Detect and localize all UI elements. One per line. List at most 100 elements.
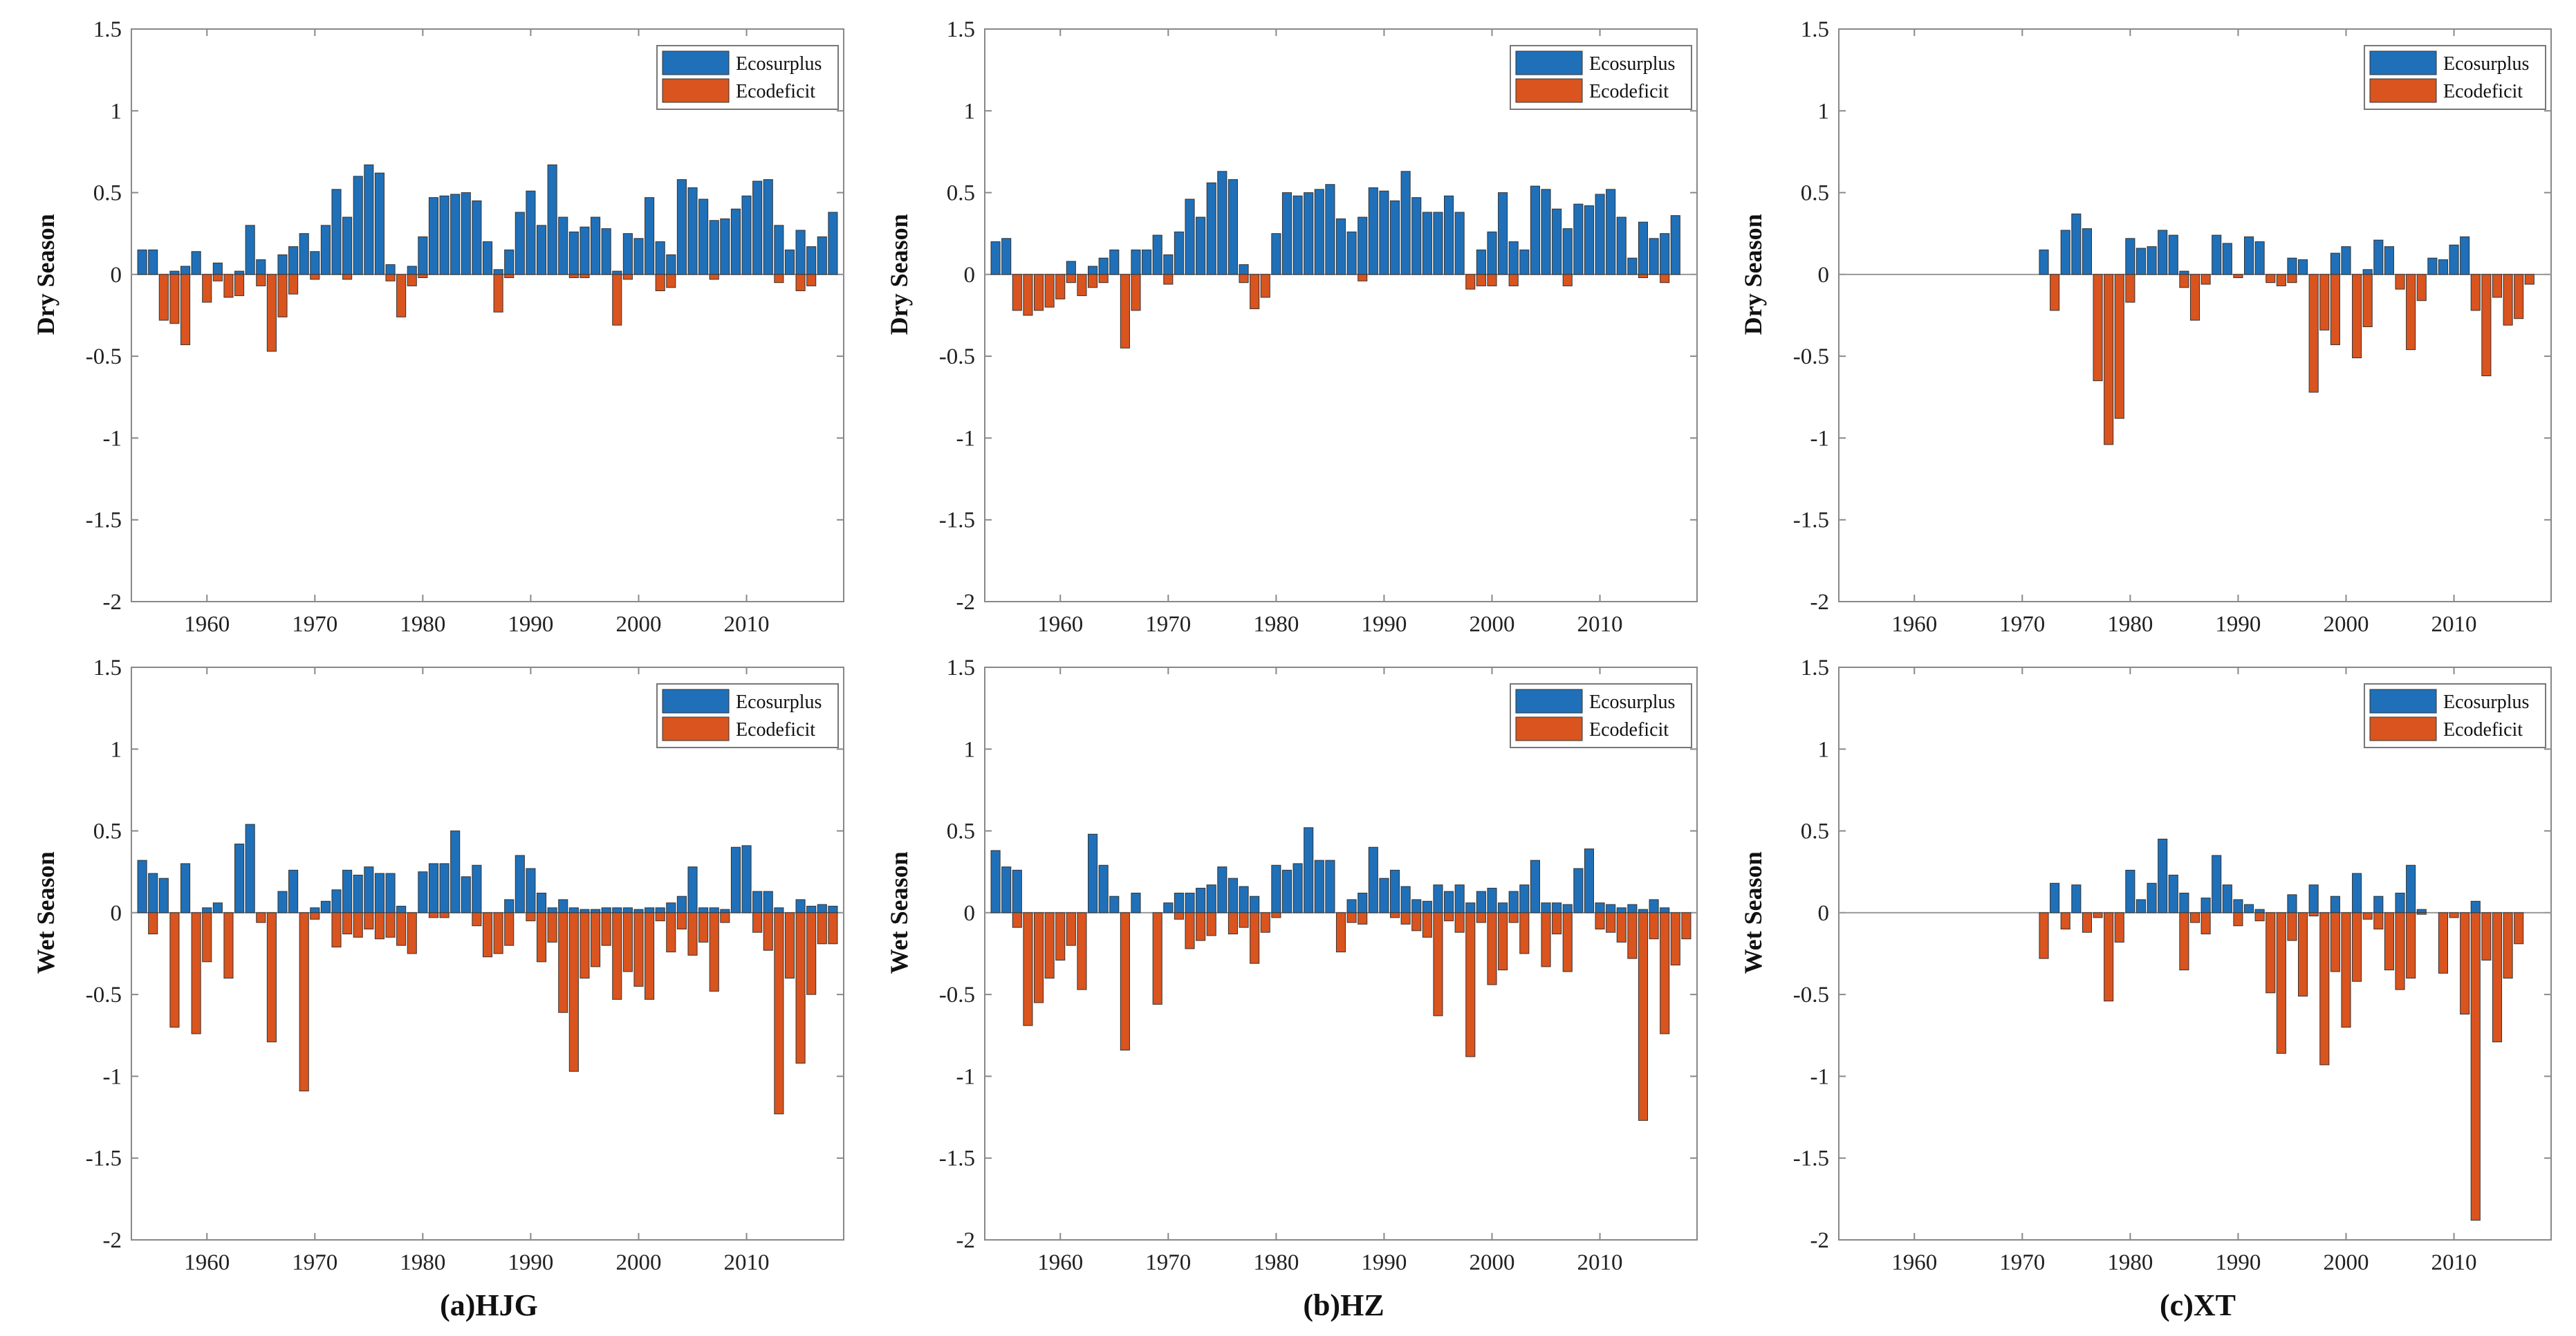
bar-surplus-hz-dry-1987: [1346, 231, 1357, 275]
bar-deficit-hjg-wet-1981: [428, 912, 439, 918]
bar-deficit-hz-dry-1957: [1023, 274, 1033, 316]
bar-deficit-hz-wet-1958: [1033, 912, 1044, 1003]
bar-deficit-hjg-dry-1957: [169, 274, 180, 324]
bar-surplus-hjg-wet-1993: [558, 899, 568, 913]
bar-deficit-xt-wet-1995: [2287, 912, 2297, 941]
y-tick-label-xt-dry-0: 1.5: [1801, 17, 1829, 42]
y-tick-label-hz-dry-2: 0.5: [947, 181, 975, 206]
bar-deficit-xt-dry-2002: [2362, 274, 2373, 328]
x-tick-label-hz-wet-0: 1960: [1037, 1250, 1083, 1275]
bar-surplus-hz-wet-1998: [1465, 902, 1476, 913]
legend-xt-wet: Ecosurplus Ecodeficit: [2364, 683, 2546, 748]
bar-deficit-hjg-dry-1980: [418, 274, 428, 279]
bar-deficit-hz-dry-1958: [1033, 274, 1044, 311]
bar-deficit-xt-wet-1997: [2308, 912, 2319, 917]
bar-surplus-hjg-wet-2015: [795, 899, 806, 913]
bar-surplus-hz-wet-2013: [1627, 904, 1638, 913]
bar-deficit-hjg-dry-1987: [493, 274, 503, 313]
bar-deficit-hjg-wet-2015: [795, 912, 806, 1064]
y-tick-label-hz-wet-3: 0: [964, 901, 976, 926]
legend-hjg-wet: Ecosurplus Ecodeficit: [656, 683, 839, 748]
bar-surplus-hz-wet-1993: [1411, 899, 1422, 913]
bar-surplus-hz-dry-1972: [1185, 198, 1195, 275]
bar-surplus-xt-wet-1991: [2243, 904, 2254, 913]
bar-deficit-hjg-wet-1979: [407, 912, 417, 954]
bar-surplus-hz-dry-1967: [1131, 249, 1141, 275]
bar-deficit-hz-wet-1957: [1023, 912, 1033, 1026]
bar-surplus-hjg-dry-2006: [698, 198, 709, 275]
legend-label-deficit-hjg-wet: Ecodeficit: [736, 719, 815, 741]
bar-surplus-xt-dry-1974: [2060, 230, 2070, 275]
bar-deficit-hz-wet-2006: [1552, 912, 1562, 935]
bar-surplus-hz-dry-1981: [1281, 192, 1292, 275]
bar-surplus-hz-dry-1963: [1088, 266, 1098, 275]
bar-surplus-hjg-dry-1991: [536, 225, 547, 275]
bar-deficit-xt-wet-2002: [2362, 912, 2373, 920]
bar-deficit-hz-wet-1996: [1444, 912, 1454, 922]
bar-surplus-hjg-dry-1973: [342, 216, 353, 275]
bar-deficit-hjg-wet-2006: [698, 912, 709, 943]
x-tick-label-xt-dry-0: 1960: [1891, 612, 1937, 637]
bar-deficit-hjg-wet-1959: [191, 912, 201, 1035]
bar-surplus-hz-dry-2014: [1638, 221, 1649, 275]
bar-surplus-hjg-dry-1958: [180, 266, 191, 275]
y-axis-label-xt-dry: Dry Season: [1739, 214, 1767, 335]
bar-deficit-xt-dry-1980: [2125, 274, 2135, 303]
bar-deficit-xt-dry-2016: [2514, 274, 2524, 319]
bar-surplus-hjg-wet-2010: [741, 845, 752, 913]
bar-deficit-hz-wet-2001: [1498, 912, 1508, 971]
bar-deficit-hz-dry-2002: [1508, 274, 1519, 286]
bar-surplus-hz-wet-1987: [1346, 899, 1357, 913]
bar-surplus-hjg-dry-1995: [580, 226, 590, 275]
bar-deficit-xt-dry-2006: [2406, 274, 2416, 351]
y-tick-label-hz-wet-6: -1.5: [939, 1147, 975, 1171]
y-tick-label-hjg-wet-3: 0: [111, 901, 122, 926]
bar-surplus-hz-wet-2003: [1519, 884, 1530, 913]
x-tick-label-xt-dry-3: 1990: [2215, 612, 2261, 637]
bar-deficit-hz-wet-2003: [1519, 912, 1530, 954]
bar-surplus-xt-dry-1996: [2298, 259, 2308, 275]
bar-deficit-hjg-wet-2012: [763, 912, 773, 951]
bar-surplus-hjg-dry-1980: [418, 236, 428, 275]
legend-swatch-deficit-hz-dry: [1515, 78, 1583, 103]
bar-surplus-hz-dry-1999: [1476, 249, 1486, 275]
bar-deficit-hjg-dry-1962: [223, 274, 234, 298]
y-tick-label-hz-wet-7: -2: [956, 1228, 976, 1253]
legend-hz-wet: Ecosurplus Ecodeficit: [1510, 683, 1692, 748]
bar-surplus-xt-dry-2002: [2362, 269, 2373, 275]
bar-deficit-hjg-dry-2002: [655, 274, 665, 292]
x-tick-label-xt-dry-5: 2010: [2431, 612, 2477, 637]
bar-deficit-hjg-dry-1995: [580, 274, 590, 279]
bar-surplus-hz-wet-1984: [1314, 860, 1324, 913]
legend-swatch-deficit-hjg-wet: [662, 716, 730, 741]
x-tick-label-hjg-dry-3: 1990: [508, 612, 553, 637]
bar-surplus-hjg-dry-1998: [612, 270, 622, 275]
bar-deficit-xt-wet-1998: [2319, 912, 2330, 1066]
bar-deficit-xt-wet-2005: [2395, 912, 2405, 990]
bar-deficit-hjg-wet-1987: [493, 912, 503, 954]
bar-surplus-hz-dry-1955: [1001, 238, 1012, 275]
bar-surplus-hjg-dry-1975: [364, 164, 374, 275]
bar-deficit-hz-dry-1988: [1358, 274, 1368, 281]
x-tick-label-xt-wet-0: 1960: [1891, 1250, 1937, 1275]
bar-deficit-hz-wet-2002: [1508, 912, 1519, 923]
legend-label-surplus-hz-dry: Ecosurplus: [1589, 53, 1675, 75]
bar-surplus-hz-wet-1972: [1185, 892, 1195, 913]
bar-surplus-hjg-dry-1990: [526, 190, 536, 275]
bar-surplus-hz-wet-1954: [990, 850, 1001, 913]
bar-deficit-hjg-wet-1988: [504, 912, 515, 946]
bar-surplus-xt-wet-1990: [2233, 899, 2243, 913]
bar-surplus-hjg-wet-1976: [374, 873, 384, 913]
bar-surplus-hjg-dry-1976: [374, 172, 384, 275]
bar-surplus-hz-wet-2007: [1562, 904, 1573, 913]
bar-deficit-hz-wet-1972: [1185, 912, 1195, 949]
legend-label-surplus-hjg-dry: Ecosurplus: [736, 53, 822, 75]
bar-deficit-hjg-wet-1997: [601, 912, 611, 946]
bar-surplus-hjg-wet-1974: [353, 874, 363, 913]
bar-deficit-hz-wet-1995: [1433, 912, 1443, 1017]
bar-surplus-hjg-dry-1967: [277, 254, 288, 275]
bar-surplus-hz-wet-2000: [1487, 887, 1497, 913]
bar-deficit-xt-wet-1986: [2189, 912, 2200, 923]
legend-label-deficit-hjg-dry: Ecodeficit: [736, 81, 815, 102]
bar-surplus-xt-wet-1985: [2179, 892, 2189, 913]
